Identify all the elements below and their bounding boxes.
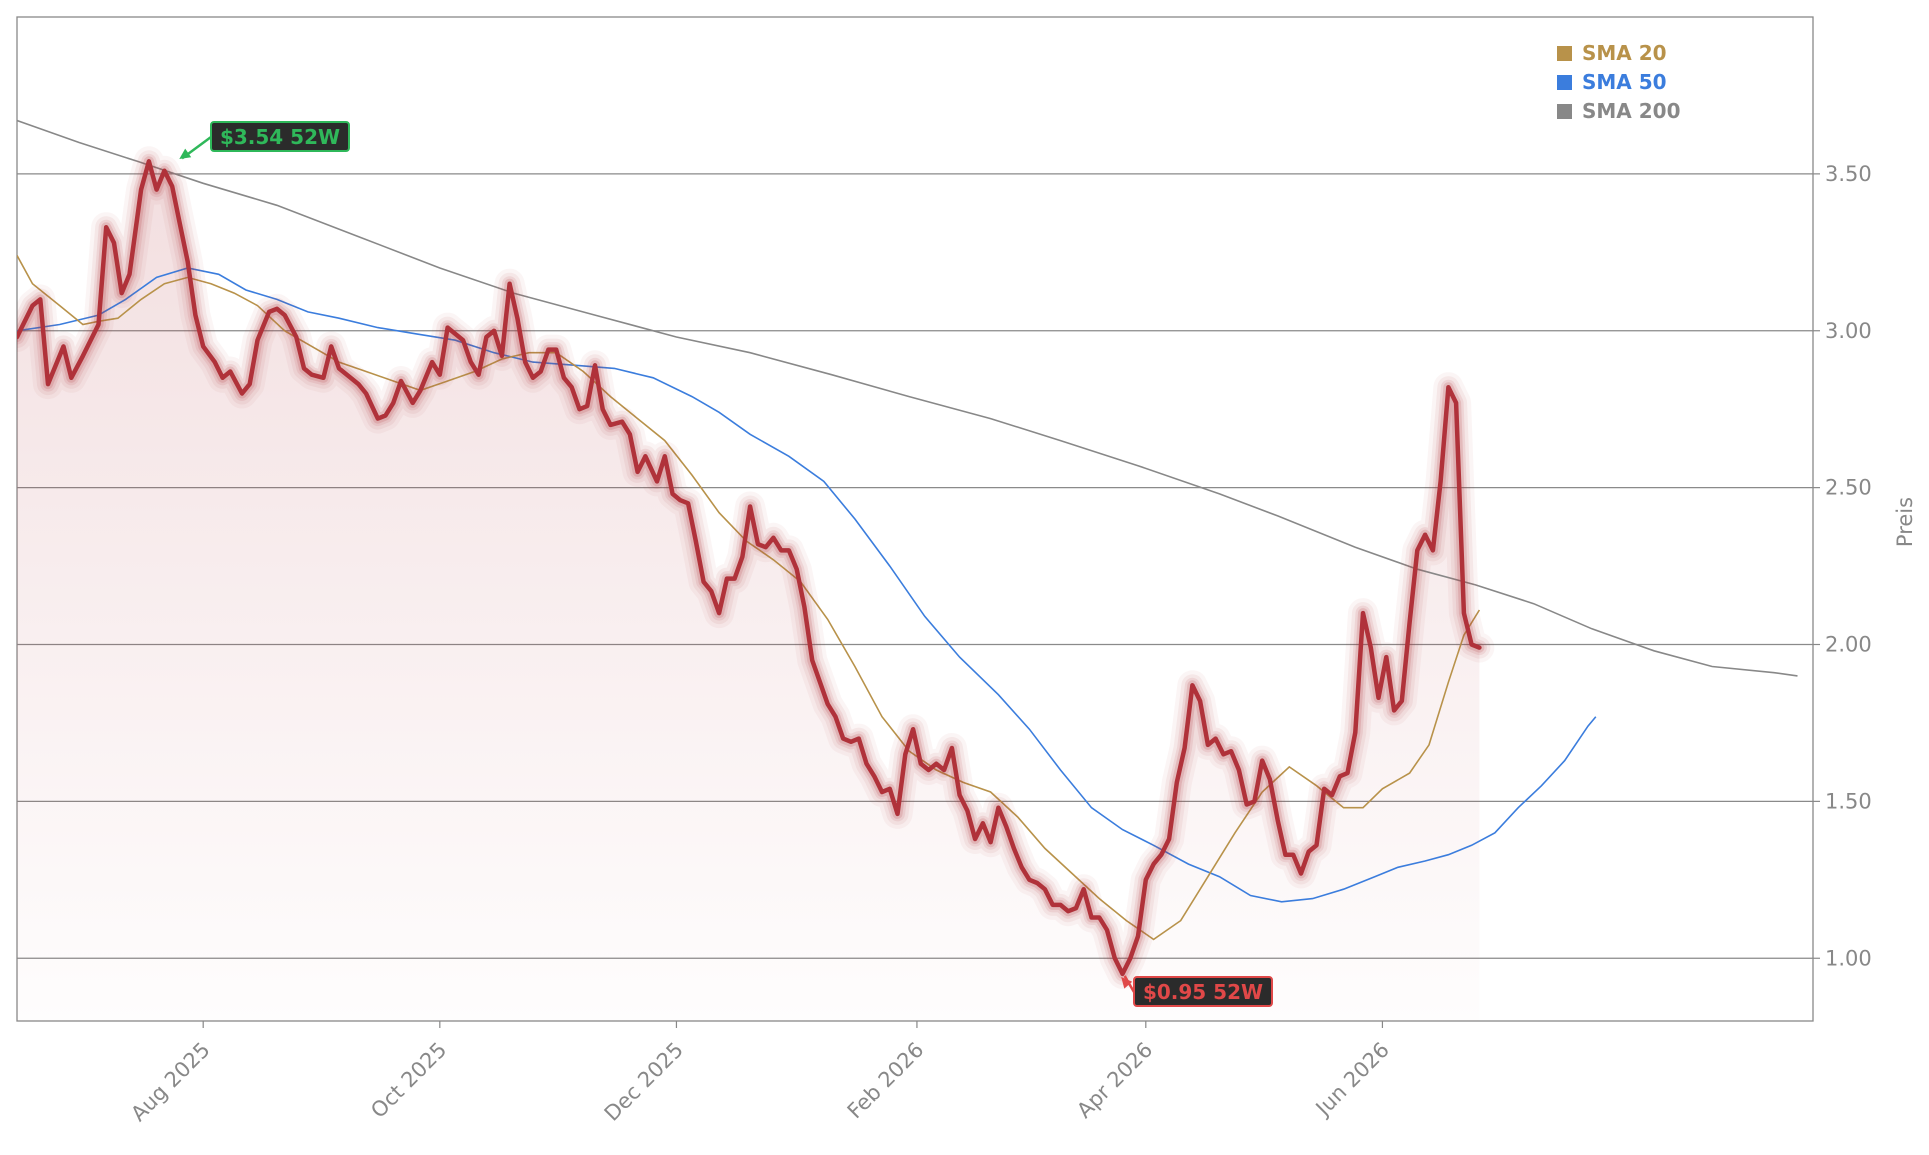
sma50-line (17, 267, 1597, 903)
legend-label: SMA 200 (1582, 99, 1681, 123)
x-tick-label: Oct 2025 (366, 1038, 451, 1123)
low-annotation-label: $0.95 52W (1143, 980, 1263, 1004)
price-line (17, 159, 1482, 977)
high-annotation-label-box (210, 121, 350, 152)
legend-label: SMA 20 (1582, 41, 1667, 65)
high-annotation-label: $3.54 52W (220, 125, 340, 149)
low-annotation-label-box (1133, 976, 1273, 1007)
y-axis-label: Preis (1893, 497, 1917, 547)
legend-swatch (1557, 75, 1572, 90)
high-annotation-arrowhead (179, 148, 192, 159)
y-tick-label: 3.50 (1825, 162, 1872, 186)
y-tick-label: 3.00 (1825, 319, 1872, 343)
x-tick-label: Jun 2026 (1310, 1038, 1394, 1122)
y-tick-label: 1.50 (1825, 789, 1872, 813)
sma200-line (17, 119, 1798, 677)
legend: SMA 20 SMA 50 SMA 200 (1557, 41, 1681, 123)
x-tick-label: Dec 2025 (600, 1038, 688, 1126)
y-tick-label: 2.50 (1825, 476, 1872, 500)
y-tick-label: 1.00 (1825, 946, 1872, 970)
series (17, 119, 1798, 1021)
annotations: $3.54 52W $0.95 52W (179, 121, 1273, 1007)
x-tick-label: Feb 2026 (843, 1038, 929, 1124)
x-tick-label: Aug 2025 (126, 1038, 214, 1126)
low-annotation-arrowhead (1121, 977, 1133, 989)
price-area (17, 161, 1480, 1021)
legend-label: SMA 50 (1582, 70, 1667, 94)
y-tick-label: 2.00 (1825, 633, 1872, 657)
legend-swatch (1557, 46, 1572, 61)
x-tick-label: Apr 2026 (1072, 1038, 1157, 1123)
legend-swatch (1557, 104, 1572, 119)
